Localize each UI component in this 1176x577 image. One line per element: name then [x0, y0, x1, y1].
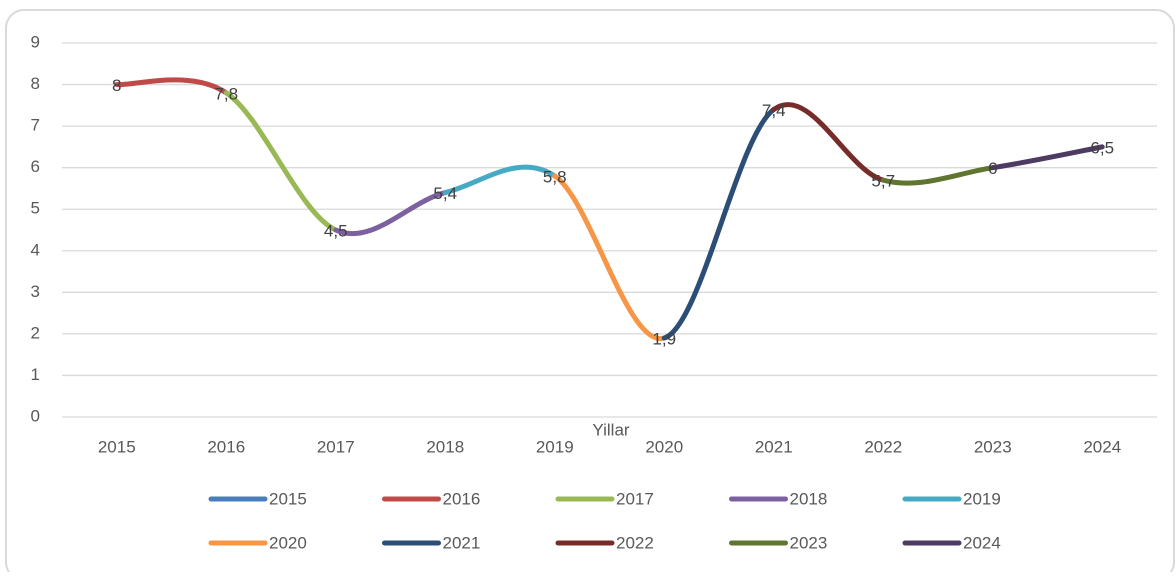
data-label: 7,4	[762, 101, 786, 120]
x-tick-label: 2023	[974, 437, 1012, 456]
legend-label: 2015	[269, 489, 307, 508]
y-tick-label: 7	[31, 116, 40, 135]
x-tick-label: 2018	[426, 437, 464, 456]
data-label: 6	[988, 159, 997, 178]
line-segment	[442, 164, 558, 196]
data-label: 6,5	[1090, 138, 1114, 157]
y-tick-label: 2	[31, 323, 40, 342]
x-tick-label: 2020	[645, 437, 683, 456]
line-segment	[552, 173, 667, 341]
y-tick-label: 0	[31, 406, 40, 425]
legend-label: 2019	[963, 489, 1001, 508]
legend-label: 2018	[790, 489, 828, 508]
x-axis-label: Yillar	[592, 420, 629, 439]
legend-label: 2020	[269, 533, 307, 552]
y-tick-label: 1	[31, 365, 40, 384]
y-tick-label: 8	[31, 74, 40, 93]
x-tick-label: 2024	[1083, 437, 1121, 456]
x-tick-label: 2016	[207, 437, 245, 456]
x-tick-label: 2017	[317, 437, 355, 456]
legend-label: 2022	[616, 533, 654, 552]
line-segment	[771, 102, 886, 183]
data-label: 1,9	[652, 330, 676, 349]
y-tick-label: 6	[31, 157, 40, 176]
y-tick-label: 3	[31, 282, 40, 301]
legend-label: 2021	[443, 533, 481, 552]
line-segment	[114, 77, 229, 96]
legend-label: 2023	[790, 533, 828, 552]
data-label: 5,8	[543, 167, 567, 186]
line-segment	[661, 106, 777, 341]
x-tick-label: 2015	[98, 437, 136, 456]
y-tick-label: 5	[31, 199, 40, 218]
line-segment	[333, 190, 448, 237]
data-label: 5,4	[433, 184, 457, 203]
legend-label: 2017	[616, 489, 654, 508]
data-label: 7,8	[214, 84, 238, 103]
data-label: 8	[112, 76, 121, 95]
data-label: 4,5	[324, 221, 348, 240]
line-segment	[880, 165, 996, 186]
data-label: 5,7	[871, 172, 895, 191]
y-tick-label: 4	[31, 240, 40, 259]
y-tick-label: 9	[31, 32, 40, 51]
x-tick-label: 2019	[536, 437, 574, 456]
legend-label: 2016	[443, 489, 481, 508]
legend-label: 2024	[963, 533, 1001, 552]
chart-border	[5, 9, 1175, 577]
line-segment	[223, 90, 339, 233]
line-segment	[990, 144, 1105, 171]
x-tick-label: 2021	[755, 437, 793, 456]
x-tick-label: 2022	[864, 437, 902, 456]
